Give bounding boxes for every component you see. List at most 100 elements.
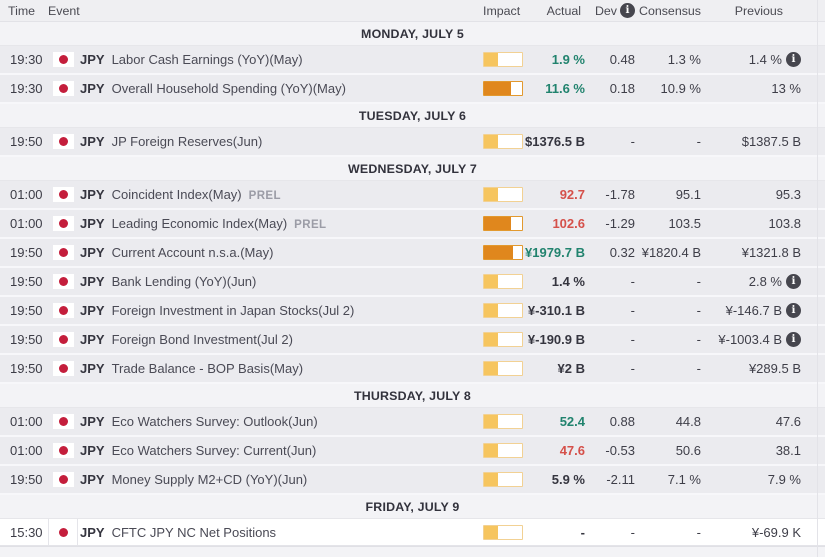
actual-value: ¥1979.7 B xyxy=(525,245,585,260)
event-name: CFTC JPY NC Net Positions xyxy=(111,524,277,540)
event-row[interactable]: 19:30 JPY Labor Cash Earnings (YoY)(May) 1.… xyxy=(0,46,825,75)
currency-code: JPY xyxy=(80,472,105,487)
info-icon[interactable]: i xyxy=(786,52,801,67)
japan-flag-icon xyxy=(52,524,74,540)
impact-meter xyxy=(483,332,523,347)
impact-meter-fill xyxy=(484,275,498,288)
actual-value: 5.9 % xyxy=(551,472,585,487)
header-time: Time xyxy=(8,3,36,18)
event-name-cell: JPY JP Foreign Reserves(Jun) xyxy=(78,134,473,149)
previous-cell: ¥1321.8 B xyxy=(705,245,805,260)
prel-badge: PREL xyxy=(248,190,281,202)
impact-meter-fill xyxy=(484,217,512,230)
deviation-value: -1.29 xyxy=(605,216,635,231)
event-row[interactable]: 19:50 JPY Foreign Investment in Japan Stoc… xyxy=(0,297,825,326)
currency-code: JPY xyxy=(80,134,105,149)
impact-cell xyxy=(473,355,523,382)
header-event: Event xyxy=(48,3,80,18)
flag-cell xyxy=(48,210,78,237)
event-row[interactable]: 19:50 JPY Current Account n.s.a.(May) ¥1979… xyxy=(0,239,825,268)
next-day-separator-partial xyxy=(0,546,825,557)
impact-meter xyxy=(483,414,523,429)
event-name-cell: JPY Foreign Bond Investment(Jul 2) xyxy=(78,332,473,347)
event-row[interactable]: 19:50 JPY Bank Lending (YoY)(Jun) 1.4 % - -2.… xyxy=(0,268,825,297)
deviation-value: -0.53 xyxy=(605,443,635,458)
japan-flag-icon xyxy=(52,443,74,458)
currency-code: JPY xyxy=(80,303,105,318)
previous-value: 103.8 xyxy=(768,216,801,231)
event-row[interactable]: 01:00 JPY Coincident Index(May) PREL 92.7 -1.… xyxy=(0,181,825,210)
impact-cell xyxy=(473,437,523,464)
consensus-value: - xyxy=(696,134,701,149)
japan-flag-icon xyxy=(52,81,74,96)
info-icon[interactable]: i xyxy=(786,274,801,289)
info-icon[interactable]: i xyxy=(786,303,801,318)
currency-code: JPY xyxy=(80,361,105,376)
deviation-value: - xyxy=(630,274,635,289)
event-time: 19:50 xyxy=(10,303,43,318)
impact-cell xyxy=(473,297,523,324)
impact-meter xyxy=(483,245,523,260)
flag-cell xyxy=(48,46,78,73)
impact-meter-fill xyxy=(484,362,498,375)
event-name: Eco Watchers Survey: Outlook(Jun) xyxy=(111,414,318,429)
event-row[interactable]: 19:50 JPY Foreign Bond Investment(Jul 2) ¥-… xyxy=(0,326,825,355)
event-name-cell: JPY Eco Watchers Survey: Current(Jun) xyxy=(78,443,473,458)
info-icon[interactable]: i xyxy=(786,332,801,347)
event-time: 19:30 xyxy=(10,81,43,96)
deviation-value: 0.18 xyxy=(609,81,635,96)
day-separator-label: MONDAY, JULY 5 xyxy=(361,26,464,41)
impact-cell xyxy=(473,239,523,266)
japan-flag-icon xyxy=(52,472,74,487)
currency-code: JPY xyxy=(80,274,105,289)
event-name: Money Supply M2+CD (YoY)(Jun) xyxy=(111,472,308,487)
impact-meter xyxy=(483,81,523,96)
event-time: 19:50 xyxy=(10,134,43,149)
deviation-value: 0.88 xyxy=(609,414,635,429)
deviation-value: -1.78 xyxy=(605,187,635,202)
actual-value: ¥-190.9 B xyxy=(527,332,585,347)
event-row[interactable]: 19:30 JPY Overall Household Spending (YoY)… xyxy=(0,75,825,104)
currency-code: JPY xyxy=(80,81,105,96)
event-name-cell: JPY Bank Lending (YoY)(Jun) xyxy=(78,274,473,289)
impact-cell xyxy=(473,408,523,435)
event-name-cell: JPY Foreign Investment in Japan Stocks(Ju… xyxy=(78,303,473,318)
event-row[interactable]: 01:00 JPY Leading Economic Index(May) PREL 1… xyxy=(0,210,825,239)
previous-value: 2.8 % xyxy=(748,274,782,289)
deviation-value: - xyxy=(630,524,635,540)
flag-cell xyxy=(48,297,78,324)
header-actual: Actual xyxy=(546,3,581,18)
flag-cell xyxy=(48,408,78,435)
event-row[interactable]: 01:00 JPY Eco Watchers Survey: Outlook(Jun… xyxy=(0,408,825,437)
impact-meter-fill xyxy=(484,246,513,259)
japan-flag-icon xyxy=(52,52,74,67)
day-separator: WEDNESDAY, JULY 7 xyxy=(0,157,825,181)
day-separator: TUESDAY, JULY 6 xyxy=(0,104,825,128)
previous-value: $1387.5 B xyxy=(741,134,801,149)
event-row[interactable]: 19:50 JPY Trade Balance - BOP Basis(May) ¥2… xyxy=(0,355,825,384)
event-row[interactable]: 15:30 JPY CFTC JPY NC Net Positions - - - ¥-69… xyxy=(0,519,825,546)
impact-meter xyxy=(483,52,523,67)
event-row[interactable]: 19:50 JPY JP Foreign Reserves(Jun) $1376.5 … xyxy=(0,128,825,157)
flag-cell xyxy=(48,239,78,266)
event-time: 19:50 xyxy=(10,361,43,376)
event-name-cell: JPY Money Supply M2+CD (YoY)(Jun) xyxy=(78,472,473,487)
event-row[interactable]: 01:00 JPY Eco Watchers Survey: Current(Jun… xyxy=(0,437,825,466)
info-icon[interactable]: i xyxy=(620,3,635,18)
deviation-value: -2.11 xyxy=(606,472,635,487)
event-name: Current Account n.s.a.(May) xyxy=(111,245,274,260)
flag-cell xyxy=(48,128,78,155)
event-row[interactable]: 19:50 JPY Money Supply M2+CD (YoY)(Jun) 5.9… xyxy=(0,466,825,495)
actual-value: ¥-310.1 B xyxy=(527,303,585,318)
previous-cell: ¥-69.9 K xyxy=(705,525,805,540)
table-header: Time Event Impact Actual Dev i Consensus… xyxy=(0,0,825,22)
prel-badge: PREL xyxy=(294,219,327,231)
consensus-value: 7.1 % xyxy=(667,472,701,487)
deviation-value: 0.32 xyxy=(609,245,635,260)
event-time: 19:50 xyxy=(10,274,43,289)
event-time: 01:00 xyxy=(10,443,43,458)
header-dev: Dev i xyxy=(589,3,639,18)
event-name-cell: JPY Current Account n.s.a.(May) xyxy=(78,245,473,260)
previous-cell: 2.8 % i xyxy=(705,274,805,289)
impact-cell xyxy=(473,519,523,545)
